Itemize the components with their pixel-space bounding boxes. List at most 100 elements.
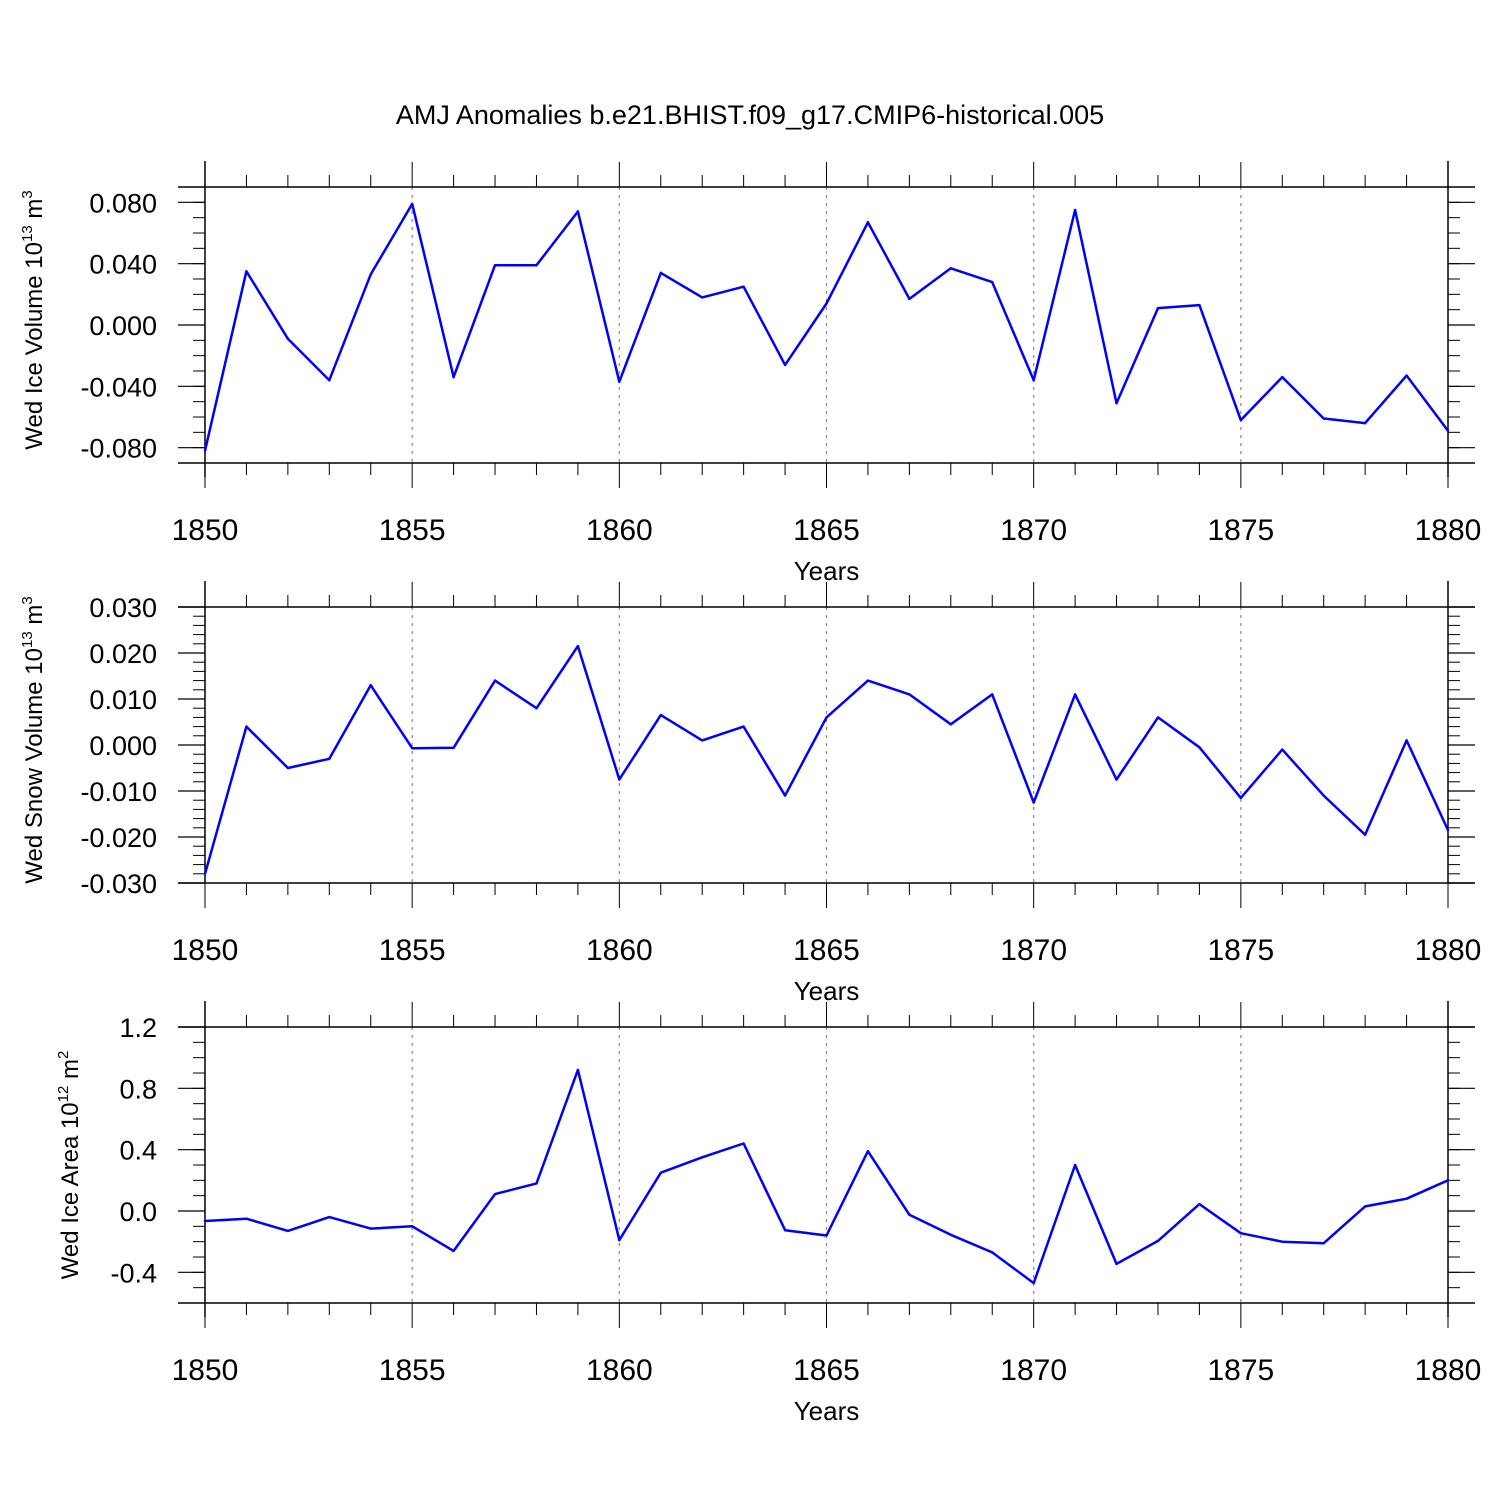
data-point	[1239, 796, 1243, 800]
y-tick-label: 0.080	[89, 188, 157, 218]
data-point	[493, 264, 497, 267]
x-tick-label: 1860	[586, 514, 653, 547]
x-tick-label: 1865	[793, 514, 860, 547]
x-tick-label: 1880	[1415, 1354, 1482, 1387]
data-point	[1446, 1179, 1450, 1182]
data-point	[659, 1171, 662, 1174]
data-point	[701, 1156, 704, 1159]
data-point	[866, 679, 870, 682]
data-point	[369, 1227, 372, 1230]
data-point	[1073, 1163, 1077, 1167]
data-point	[410, 1225, 414, 1228]
data-point	[866, 221, 870, 224]
data-point	[493, 679, 497, 682]
data-point	[991, 1251, 994, 1254]
x-tick-label: 1870	[1000, 934, 1067, 967]
y-tick-label: -0.080	[80, 434, 157, 464]
data-point	[1073, 693, 1077, 696]
data-point	[1322, 794, 1325, 797]
y-axis-label: Wed Snow Volume 1013 m3	[19, 596, 48, 883]
ice-volume-panel: -0.080 -0.040 0.000 0.040 0.080 1850 1855 1860 1…	[19, 161, 1481, 586]
y-label-text: Wed Ice Volume 10	[21, 242, 48, 450]
ice-area-panel: -0.4 0.0 0.4 0.8 1.2 1850 1855 1860 1865 1870 1875…	[55, 1001, 1481, 1426]
data-point	[866, 1150, 870, 1153]
data-point	[1239, 1232, 1243, 1235]
x-tick-label: 1850	[172, 514, 239, 547]
data-point	[618, 778, 621, 781]
data-point	[328, 379, 331, 382]
data-point	[783, 794, 787, 797]
data-point	[825, 716, 828, 719]
data-point	[286, 766, 290, 770]
data-point	[535, 264, 538, 267]
data-point	[1281, 1240, 1284, 1243]
x-tick-label: 1880	[1415, 514, 1482, 547]
data-point	[493, 1192, 497, 1196]
data-point	[1115, 402, 1118, 405]
data-point	[1281, 375, 1284, 379]
data-point	[1156, 1239, 1160, 1243]
data-point	[203, 449, 207, 452]
y-tick-label: 0.030	[89, 593, 157, 623]
y-tick-label: 0.0	[119, 1197, 157, 1227]
data-point	[1156, 716, 1160, 719]
data-point	[618, 1238, 621, 1242]
x-tick-label: 1875	[1207, 934, 1274, 967]
data-point	[328, 1215, 331, 1219]
x-axis-label: Years	[794, 976, 860, 1006]
data-point	[203, 872, 207, 875]
data-point	[742, 1142, 745, 1145]
y-tick-label: 0.010	[89, 685, 157, 715]
data-point	[949, 1233, 952, 1236]
y-tick-label: 0.020	[89, 639, 157, 669]
data-point	[1198, 746, 1201, 749]
x-tick-label: 1865	[793, 934, 860, 967]
data-point	[1363, 1205, 1367, 1208]
data-point	[908, 297, 911, 301]
x-tick-label: 1855	[379, 1354, 446, 1387]
x-tick-label: 1850	[172, 1354, 239, 1387]
snow-volume-panel: -0.030 -0.020 -0.010 0.000 0.010 0.020 0.030 18…	[19, 581, 1481, 1006]
data-point	[410, 202, 414, 206]
data-point	[908, 1213, 911, 1217]
y-label-text: Wed Snow Volume 10	[21, 648, 48, 884]
y-tick-label: -0.010	[80, 777, 157, 807]
data-point	[369, 273, 372, 276]
x-axis-label: Years	[794, 1396, 860, 1426]
data-point	[576, 210, 580, 213]
data-point	[286, 1229, 290, 1233]
data-point	[1115, 1262, 1118, 1266]
data-point	[991, 280, 994, 284]
data-point	[1363, 833, 1367, 836]
data-point	[1446, 828, 1450, 832]
x-tick-label: 1860	[586, 934, 653, 967]
data-point	[1156, 306, 1160, 310]
data-point	[1281, 748, 1284, 751]
data-point	[1032, 379, 1035, 382]
x-tick-label: 1855	[379, 514, 446, 547]
data-point	[410, 747, 414, 750]
data-point	[742, 725, 745, 728]
y-tick-label: -0.020	[80, 823, 157, 853]
y-label-exponent: 13	[19, 225, 36, 242]
data-point	[742, 285, 745, 288]
data-point	[452, 1249, 455, 1253]
y-tick-label: 0.8	[119, 1074, 157, 1104]
data-point	[328, 757, 331, 760]
data-point	[245, 725, 248, 728]
x-tick-label: 1855	[379, 934, 446, 967]
y-tick-label: -0.040	[80, 372, 157, 402]
data-point	[825, 1234, 828, 1237]
y-axis-label: Wed Ice Volume 1013 m3	[19, 190, 48, 449]
data-point	[991, 693, 994, 696]
data-point	[783, 1228, 787, 1232]
data-point	[369, 684, 372, 687]
y-tick-label: 0.000	[89, 311, 157, 341]
data-point	[659, 713, 662, 717]
data-point	[1405, 739, 1408, 742]
data-point	[286, 337, 290, 340]
data-point	[245, 1217, 248, 1220]
data-point	[1198, 1202, 1201, 1206]
y-label-unit-exponent: 3	[19, 596, 36, 604]
